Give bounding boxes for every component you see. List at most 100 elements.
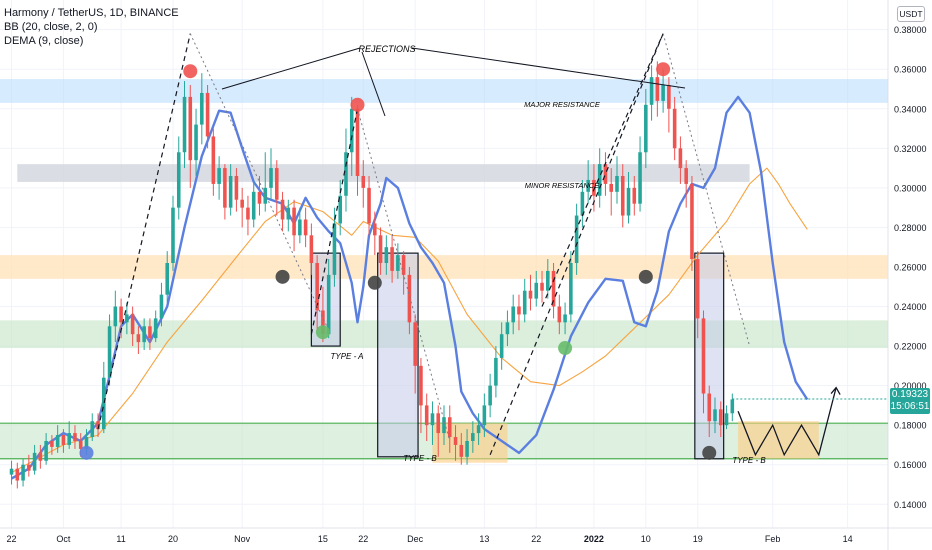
rejection-marker-2 <box>350 97 365 112</box>
candle-body <box>251 191 256 220</box>
candle-body <box>194 124 198 161</box>
candle-body <box>626 187 631 216</box>
candle-body <box>303 219 308 236</box>
candle-body <box>176 152 181 208</box>
candle-body <box>684 168 688 184</box>
price-tick-label: 0.30000 <box>894 183 927 193</box>
candle-body <box>730 399 735 414</box>
candle-body <box>396 255 400 271</box>
candle-body <box>205 92 210 137</box>
currency-badge[interactable]: USDT <box>897 6 925 22</box>
price-tick-label: 0.22000 <box>894 342 927 352</box>
candle-body <box>44 440 48 461</box>
candle-body <box>603 164 608 184</box>
type-b-label-2: TYPE - B <box>732 456 766 465</box>
candle-body <box>695 259 700 319</box>
time-tick-label: Nov <box>234 534 251 544</box>
candle-body <box>55 435 60 447</box>
candle-body <box>632 187 637 204</box>
major-resistance-label: MAJOR RESISTANCE <box>524 100 601 109</box>
candle-body <box>269 168 273 188</box>
candle-body <box>15 468 20 481</box>
rejection-pointer-2 <box>361 51 386 117</box>
time-tick-label: 11 <box>116 534 125 544</box>
retrace-line-3 <box>662 33 751 347</box>
price-tick-label: 0.14000 <box>894 500 927 510</box>
symbol-title[interactable]: Harmony / TetherUS, 1D, BINANCE <box>4 7 179 19</box>
candle-body <box>401 255 406 275</box>
candle-body <box>159 294 164 319</box>
candle-body <box>292 207 296 236</box>
candle-body <box>494 357 498 386</box>
last-price-value: 0.19323 <box>891 389 929 400</box>
candle-body <box>569 263 573 315</box>
candle-body <box>499 334 504 358</box>
candle-body <box>280 199 285 220</box>
candle-body <box>125 314 129 323</box>
candle-body <box>211 136 216 184</box>
candle-body <box>240 199 244 208</box>
candle-body <box>50 440 54 447</box>
price-axis[interactable]: 0.38000 0.36000 0.34000 0.32000 0.30000 0.280… <box>894 25 927 510</box>
candle-body <box>119 306 123 323</box>
candle-body <box>148 326 152 339</box>
projection-arrow-head <box>830 386 841 395</box>
candle-body <box>672 108 677 149</box>
candle-body <box>136 334 141 343</box>
candle-body <box>338 195 342 224</box>
rejections-label: REJECTIONS <box>358 44 415 54</box>
candle-body <box>522 290 527 315</box>
rejection-pointer-3 <box>411 47 686 89</box>
candle-body <box>38 452 43 461</box>
type-a-label: TYPE - A <box>330 352 363 361</box>
chart-legend: Harmony / TetherUS, 1D, BINANCE BB (20, … <box>4 6 179 48</box>
candle-body <box>442 417 446 434</box>
candle-body <box>263 187 268 204</box>
impulse-trendline-3 <box>489 33 664 456</box>
candle-body <box>257 191 262 204</box>
time-tick-label: Dec <box>407 534 424 544</box>
candle-body <box>78 440 83 449</box>
candle-body <box>274 168 279 200</box>
candle-layer <box>9 61 735 489</box>
candle-body <box>102 377 106 430</box>
candle-body <box>551 270 556 307</box>
candle-body <box>130 314 135 335</box>
candle-body <box>620 176 625 216</box>
time-axis[interactable]: 22 Oct 11 20 Nov 15 22 Dec 13 22 2022 10 19 Feb 14 <box>7 534 853 544</box>
candle-body <box>9 468 14 475</box>
candle-body <box>344 152 348 196</box>
candle-body <box>200 92 204 125</box>
dema-line <box>10 95 809 480</box>
candle-body <box>505 322 510 335</box>
candle-body <box>540 282 544 291</box>
candle-body <box>223 168 227 208</box>
candle-body <box>615 176 619 192</box>
candle-body <box>517 306 521 315</box>
time-tick-label: 14 <box>843 534 853 544</box>
time-tick-label: 22 <box>358 534 368 544</box>
candle-body <box>592 179 596 196</box>
dema-indicator-label[interactable]: DEMA (9, close) <box>4 35 84 47</box>
breakdown-marker-1 <box>275 269 290 284</box>
bb-indicator-label[interactable]: BB (20, close, 2, 0) <box>4 21 98 33</box>
candle-body <box>413 322 417 366</box>
candle-body <box>471 433 475 441</box>
candle-body <box>228 176 233 208</box>
candle-body <box>234 176 239 200</box>
candle-body <box>701 318 706 394</box>
candle-body <box>447 417 452 438</box>
price-tick-label: 0.36000 <box>894 65 927 75</box>
candle-body <box>430 413 435 426</box>
time-tick-label: Oct <box>56 534 71 544</box>
time-tick-label: 2022 <box>584 534 604 544</box>
candle-body <box>355 108 360 176</box>
time-tick-label: 13 <box>479 534 489 544</box>
rejection-marker-1 <box>183 64 198 79</box>
bounce-marker-1 <box>315 325 330 340</box>
candle-body <box>84 437 89 449</box>
candle-body <box>661 85 665 101</box>
candle-body <box>171 207 175 264</box>
candle-body <box>188 96 193 161</box>
